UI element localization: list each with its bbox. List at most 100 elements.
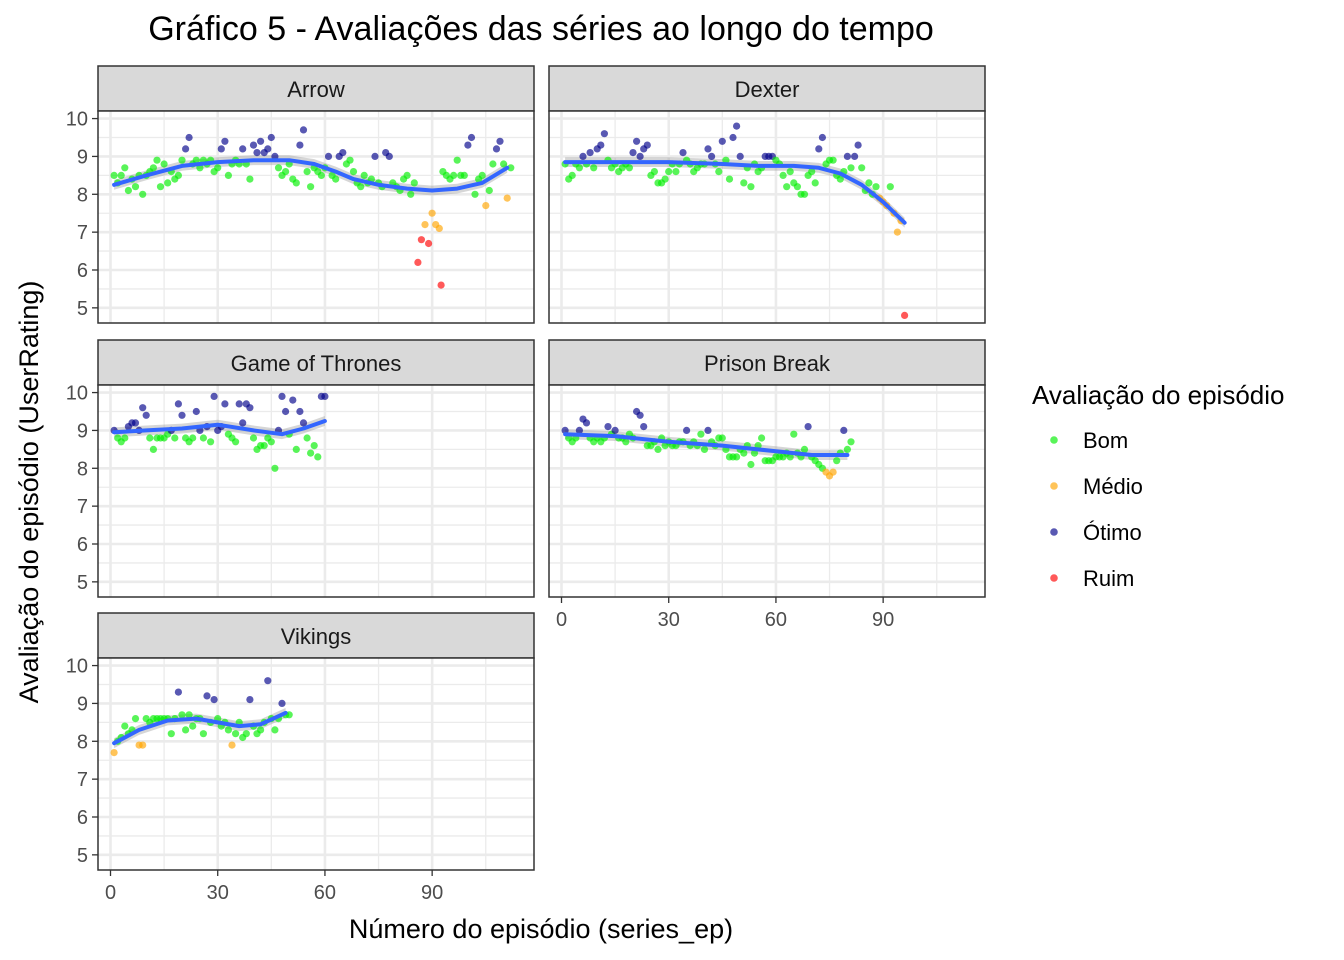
legend: Avaliação do episódio Bom Médio Ótimo Ruim (1032, 380, 1284, 591)
data-point (142, 411, 150, 419)
legend-key (1050, 482, 1058, 490)
data-point (643, 141, 651, 149)
data-point (289, 396, 297, 404)
data-point (843, 152, 852, 160)
data-point (249, 434, 258, 442)
data-point (561, 426, 569, 434)
legend-label: Médio (1083, 474, 1143, 499)
data-point (210, 696, 218, 704)
y-tick-label: 7 (77, 769, 88, 791)
data-point (582, 419, 591, 427)
facet-panel-prison-break: Prison Break 0 30 60 90 (548, 339, 986, 631)
data-point (586, 149, 594, 157)
data-point (733, 453, 741, 461)
data-point (303, 434, 311, 442)
data-point (257, 726, 265, 734)
data-point (264, 145, 272, 153)
facet-strip (548, 339, 986, 386)
facet-strip (97, 65, 535, 112)
smooth-line (563, 432, 850, 457)
data-point (636, 411, 644, 419)
data-point (815, 145, 823, 153)
data-point (239, 419, 247, 427)
data-point (139, 190, 147, 198)
facet-strip-label: Prison Break (704, 351, 831, 376)
data-point (492, 145, 501, 153)
data-point (257, 137, 265, 145)
y-tick-label: 5 (77, 298, 88, 320)
data-point (321, 392, 329, 400)
x-tick-label: 0 (556, 609, 567, 631)
data-point (851, 152, 859, 160)
data-point (478, 171, 486, 179)
y-tick-label: 10 (66, 383, 88, 405)
data-point (182, 145, 190, 153)
data-point (858, 164, 866, 172)
data-point (174, 171, 182, 179)
y-tick-label: 10 (66, 109, 88, 131)
data-point (131, 183, 140, 191)
x-tick-label: 90 (872, 609, 894, 631)
data-point (793, 183, 802, 191)
y-tick-label: 6 (77, 534, 88, 556)
legend-key (1050, 574, 1058, 582)
data-point (207, 438, 215, 446)
data-point (339, 149, 347, 157)
legend-label: Ruim (1083, 566, 1134, 591)
data-point (901, 311, 909, 319)
legend-item: Ruim (1050, 566, 1134, 591)
facet-panels: Arrow 5 6 7 8 9 10 Dexter Game of Thrones 5 6 7 8 9 10… (66, 65, 986, 904)
data-point (410, 179, 418, 187)
y-tick-label: 10 (66, 656, 88, 678)
data-point (199, 730, 207, 738)
data-point (471, 190, 479, 198)
gridlines (98, 111, 534, 323)
panel-background (98, 111, 534, 323)
data-point (485, 186, 493, 195)
data-point (167, 730, 175, 738)
data-point (253, 149, 261, 157)
facet-panel-game-of-thrones: Game of Thrones 5 6 7 8 9 10 (66, 339, 535, 598)
panel-border (97, 657, 535, 871)
data-point (249, 141, 258, 149)
data-point (747, 460, 755, 469)
data-point (292, 179, 300, 187)
legend-title: Avaliação do episódio (1032, 380, 1284, 410)
data-point (357, 183, 365, 191)
legend-items: Bom Médio Ótimo Ruim (1050, 428, 1143, 591)
data-point (267, 438, 275, 446)
legend-key (1050, 528, 1058, 536)
x-tick-label: 90 (421, 882, 443, 904)
data-point (758, 434, 766, 442)
data-point (203, 692, 211, 700)
data-point (232, 730, 240, 738)
data-point (246, 175, 254, 183)
data-point (747, 183, 755, 191)
data-point (725, 175, 734, 183)
data-point (299, 419, 308, 427)
data-point (786, 168, 794, 176)
data-point (164, 179, 172, 187)
y-tick-label: 9 (77, 693, 88, 715)
data-point (718, 434, 726, 442)
data-point (139, 741, 147, 749)
data-point (110, 171, 118, 179)
data-point (292, 445, 300, 453)
data-point (371, 152, 379, 160)
facet-panel-arrow: Arrow 5 6 7 8 9 10 (66, 65, 535, 324)
data-point (729, 133, 737, 142)
data-point (428, 209, 436, 217)
data-point (182, 726, 190, 734)
data-point (718, 137, 726, 145)
data-point (246, 696, 254, 704)
data-point (503, 194, 511, 202)
data-point (722, 156, 730, 164)
data-point (453, 156, 461, 164)
chart-title: Gráfico 5 - Avaliações das séries ao lon… (148, 10, 934, 48)
data-point (242, 730, 250, 738)
y-tick-label: 9 (77, 146, 88, 168)
data-point (278, 699, 286, 708)
data-point (310, 442, 318, 450)
data-point (683, 426, 691, 434)
